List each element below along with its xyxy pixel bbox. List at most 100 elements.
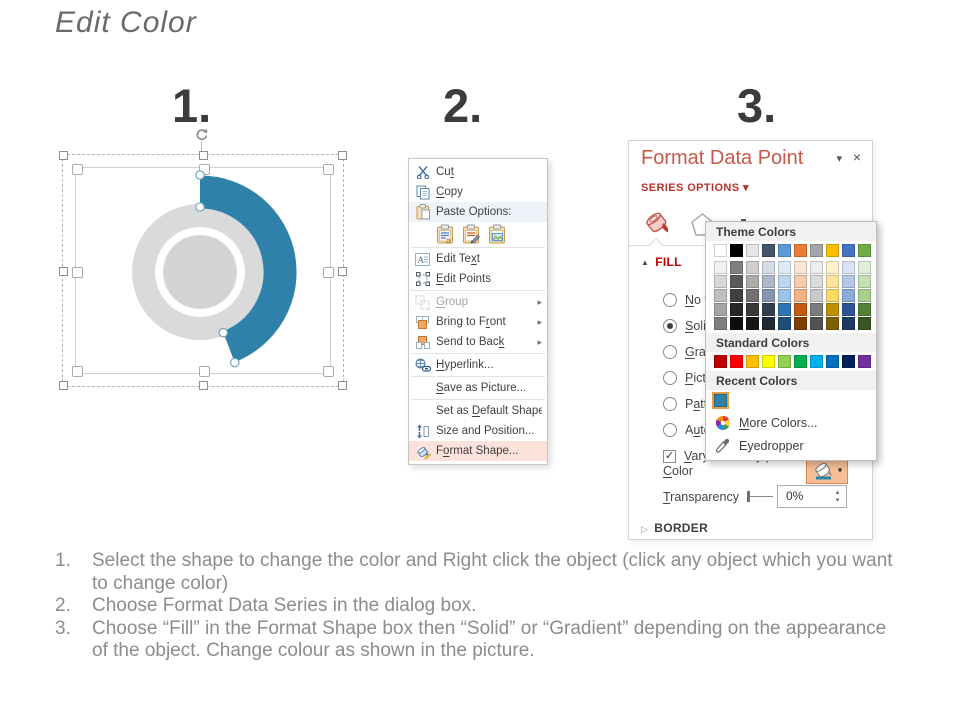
menu-item-edit-text[interactable]: A Edit Text [409,249,547,269]
menu-item-set-as-default-shape[interactable]: Set as Default Shape [409,401,547,421]
paste-as-picture-icon[interactable] [488,224,507,244]
theme-variant-swatch[interactable] [810,275,823,288]
theme-variant-swatch[interactable] [778,261,791,274]
theme-variant-swatch[interactable] [842,317,855,330]
standard-color-swatch[interactable] [730,355,743,368]
theme-variant-swatch[interactable] [842,261,855,274]
theme-variant-swatch[interactable] [794,261,807,274]
standard-color-swatch[interactable] [858,355,871,368]
resize-handle[interactable] [338,381,347,390]
theme-variant-swatch[interactable] [746,275,759,288]
resize-handle[interactable] [323,366,334,377]
theme-variant-swatch[interactable] [730,261,743,274]
theme-variant-swatch[interactable] [794,289,807,302]
standard-color-swatch[interactable] [794,355,807,368]
menu-item-format-shape[interactable]: Format Shape... [409,441,547,461]
transparency-spinbox[interactable]: 0% ▴ ▾ [777,485,847,508]
theme-color-swatch[interactable] [794,244,807,257]
theme-variant-swatch[interactable] [778,275,791,288]
theme-variant-swatch[interactable] [826,303,839,316]
theme-color-swatch[interactable] [714,244,727,257]
theme-variant-swatch[interactable] [714,289,727,302]
standard-color-swatch[interactable] [746,355,759,368]
menu-item-paste-options[interactable]: Paste Options: [409,202,547,222]
theme-color-swatch[interactable] [746,244,759,257]
theme-variant-swatch[interactable] [714,275,727,288]
theme-variant-swatch[interactable] [826,289,839,302]
theme-variant-swatch[interactable] [762,275,775,288]
paste-keep-source-formatting-icon[interactable] [462,224,481,244]
theme-variant-swatch[interactable] [826,261,839,274]
resize-handle[interactable] [199,381,208,390]
radio-button[interactable] [663,371,677,385]
menu-item-size-and-position[interactable]: Size and Position... [409,421,547,441]
radio-button[interactable] [663,345,677,359]
menu-item-send-to-back[interactable]: Send to Back ▸ [409,332,547,352]
slider-thumb[interactable] [747,491,750,502]
spinner-arrows[interactable]: ▴ ▾ [831,486,844,507]
theme-variant-swatch[interactable] [794,275,807,288]
theme-variant-swatch[interactable] [858,261,871,274]
theme-color-swatch[interactable] [778,244,791,257]
series-options-dropdown[interactable]: SERIES OPTIONS ▾ [641,182,749,194]
theme-variant-swatch[interactable] [746,261,759,274]
recent-color-swatch[interactable] [712,392,729,409]
theme-color-swatch[interactable] [730,244,743,257]
theme-variant-swatch[interactable] [826,275,839,288]
theme-variant-swatch[interactable] [810,289,823,302]
standard-color-swatch[interactable] [826,355,839,368]
theme-variant-swatch[interactable] [778,303,791,316]
rotate-handle-icon[interactable] [194,127,209,142]
resize-handle[interactable] [199,151,208,160]
theme-variant-swatch[interactable] [842,303,855,316]
selected-arc-segment[interactable] [199,175,297,363]
panel-close-icon[interactable]: × [852,149,861,165]
theme-color-swatch[interactable] [858,244,871,257]
theme-variant-swatch[interactable] [762,317,775,330]
border-section-header[interactable]: ▷ BORDER [641,521,709,535]
checkbox[interactable]: ✓ [663,449,676,463]
menu-item-save-as-picture[interactable]: Save as Picture... [409,378,547,398]
theme-variant-swatch[interactable] [714,317,727,330]
theme-variant-swatch[interactable] [746,303,759,316]
theme-variant-swatch[interactable] [778,289,791,302]
theme-variant-swatch[interactable] [858,289,871,302]
resize-handle[interactable] [59,151,68,160]
paste-destination-theme-icon[interactable]: a [436,224,455,246]
menu-item-cut[interactable]: Cut [409,162,547,182]
theme-variant-swatch[interactable] [730,317,743,330]
theme-variant-swatch[interactable] [810,317,823,330]
standard-color-swatch[interactable] [778,355,791,368]
standard-color-swatch[interactable] [762,355,775,368]
theme-variant-swatch[interactable] [858,275,871,288]
panel-dropdown-icon[interactable]: ▾ [836,153,842,165]
standard-color-swatch[interactable] [714,355,727,368]
more-colors-item[interactable]: More Colors... [706,411,876,434]
menu-item-copy[interactable]: Copy [409,182,547,202]
theme-variant-swatch[interactable] [778,317,791,330]
theme-variant-swatch[interactable] [810,303,823,316]
theme-variant-swatch[interactable] [826,317,839,330]
theme-variant-swatch[interactable] [842,275,855,288]
fill-bucket-icon[interactable] [643,208,673,237]
theme-variant-swatch[interactable] [810,261,823,274]
resize-handle[interactable] [59,381,68,390]
resize-handle[interactable] [323,266,334,278]
theme-color-swatch[interactable] [810,244,823,257]
transparency-slider[interactable] [747,491,773,502]
spin-up-icon[interactable]: ▴ [835,488,840,496]
spin-down-icon[interactable]: ▾ [835,496,840,504]
radio-button[interactable] [663,423,677,437]
theme-variant-swatch[interactable] [794,303,807,316]
radio-button[interactable] [663,397,677,411]
theme-variant-swatch[interactable] [762,261,775,274]
eyedropper-item[interactable]: Eyedropper [706,434,876,457]
theme-color-swatch[interactable] [842,244,855,257]
theme-variant-swatch[interactable] [858,303,871,316]
resize-handle[interactable] [72,366,83,377]
theme-variant-swatch[interactable] [842,289,855,302]
theme-variant-swatch[interactable] [794,317,807,330]
arc-endpoint-handles[interactable] [195,170,240,368]
menu-item-hyperlink[interactable]: Hyperlink... [409,355,547,375]
donut-chart[interactable] [62,154,342,385]
